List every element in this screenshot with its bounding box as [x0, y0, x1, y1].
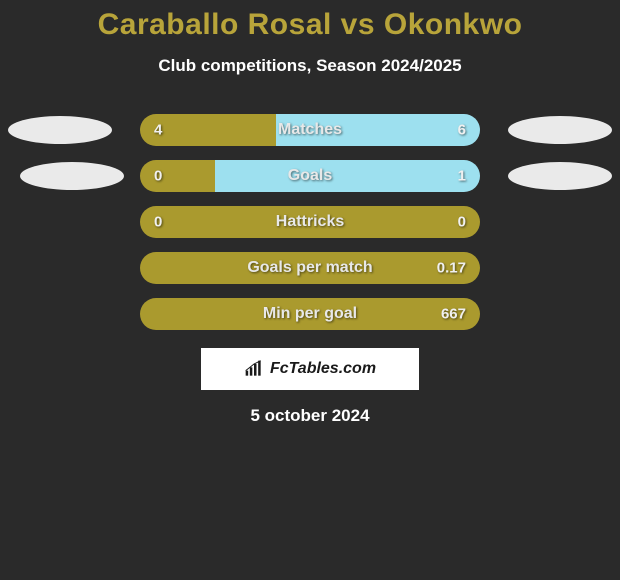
stat-label: Goals [288, 167, 332, 185]
brand-attribution[interactable]: FcTables.com [201, 348, 419, 390]
stat-right-value: 0 [458, 214, 466, 231]
stat-right-value: 667 [441, 306, 466, 323]
brand-text: FcTables.com [270, 360, 376, 378]
stats-comparison-card: Caraballo Rosal vs Okonkwo Club competit… [0, 0, 620, 426]
bar-chart-icon [244, 360, 264, 378]
stat-bar-min-per-goal: Min per goal 667 [140, 298, 480, 330]
stat-right-value: 0.17 [437, 260, 466, 277]
date-text: 5 october 2024 [250, 406, 369, 426]
player-left-placeholder [20, 162, 124, 190]
stat-label: Hattricks [276, 213, 344, 231]
stat-label: Goals per match [247, 259, 372, 277]
stat-row: Goals per match 0.17 [0, 252, 620, 284]
bar-right-fill [215, 160, 480, 192]
subtitle: Club competitions, Season 2024/2025 [158, 56, 461, 76]
stat-bar-goals: 0 Goals 1 [140, 160, 480, 192]
comparison-bars: 4 Matches 6 0 Goals 1 0 Hattricks [0, 114, 620, 330]
player-right-placeholder [508, 116, 612, 144]
stat-right-value: 6 [458, 122, 466, 139]
stat-left-value: 4 [154, 122, 162, 139]
stat-row: 4 Matches 6 [0, 114, 620, 146]
stat-row: 0 Hattricks 0 [0, 206, 620, 238]
stat-row: Min per goal 667 [0, 298, 620, 330]
player-right-placeholder [508, 162, 612, 190]
stat-row: 0 Goals 1 [0, 160, 620, 192]
stat-bar-matches: 4 Matches 6 [140, 114, 480, 146]
stat-left-value: 0 [154, 214, 162, 231]
stat-right-value: 1 [458, 168, 466, 185]
stat-left-value: 0 [154, 168, 162, 185]
stat-bar-hattricks: 0 Hattricks 0 [140, 206, 480, 238]
player-left-placeholder [8, 116, 112, 144]
page-title: Caraballo Rosal vs Okonkwo [98, 8, 523, 42]
stat-label: Matches [278, 121, 342, 139]
stat-bar-goals-per-match: Goals per match 0.17 [140, 252, 480, 284]
bar-left-fill [140, 160, 215, 192]
stat-label: Min per goal [263, 305, 357, 323]
